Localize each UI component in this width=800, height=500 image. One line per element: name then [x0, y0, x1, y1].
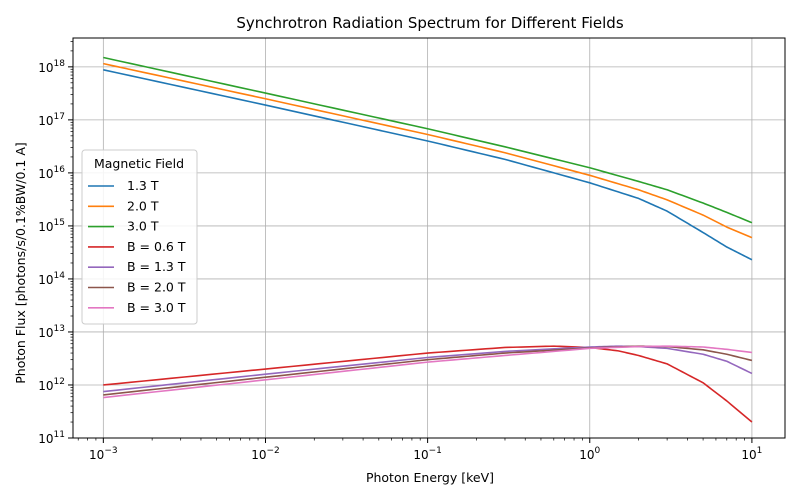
x-axis-label: Photon Energy [keV]	[366, 470, 494, 485]
series-line-2-0-t	[103, 62, 753, 239]
legend: Magnetic Field 1.3 T 2.0 T 3.0 T B = 0.6 T B…	[81, 149, 198, 325]
x-tick-label: 10−3	[89, 446, 118, 462]
legend-title: Magnetic Field	[94, 156, 184, 171]
y-tick-label: 1014	[38, 271, 65, 287]
legend-box	[81, 149, 198, 325]
x-tick-label: 101	[741, 446, 762, 462]
legend-entry: B = 2.0 T	[127, 280, 186, 295]
legend-entry: 1.3 T	[127, 178, 159, 193]
legend-entry: B = 0.6 T	[127, 239, 186, 254]
x-tick-label: 100	[579, 446, 600, 462]
y-tick-label: 1017	[38, 112, 65, 128]
series-line-3-0-t	[103, 56, 753, 224]
x-tick-label: 10−1	[413, 446, 442, 462]
series-line-b-0-6-t	[103, 345, 753, 423]
legend-entry: B = 1.3 T	[127, 259, 186, 274]
legend-entry: 3.0 T	[127, 219, 159, 234]
x-tick-label: 10−2	[251, 446, 280, 462]
y-tick-label: 1013	[38, 324, 65, 340]
series-lines	[103, 56, 753, 423]
x-axis-ticks: 10−3 10−2 10−1 100 101	[77, 438, 762, 462]
series-line-1-3-t	[103, 69, 753, 261]
y-tick-label: 1016	[38, 165, 65, 181]
y-axis-ticks: 1011 1012 1013 1014 1015 1016 1017 1018	[38, 41, 73, 446]
y-tick-label: 1012	[38, 377, 65, 393]
y-tick-label: 1015	[38, 218, 65, 234]
series-line-b-3-0-t	[103, 345, 752, 399]
legend-entry: B = 3.0 T	[127, 300, 186, 315]
y-axis-label: Photon Flux [photons/s/0.1%BW/0.1 A]	[13, 142, 28, 384]
y-tick-label: 1011	[38, 430, 65, 446]
y-tick-label: 1018	[38, 59, 65, 75]
chart-title: Synchrotron Radiation Spectrum for Diffe…	[236, 14, 623, 32]
legend-entry: 2.0 T	[127, 198, 159, 213]
